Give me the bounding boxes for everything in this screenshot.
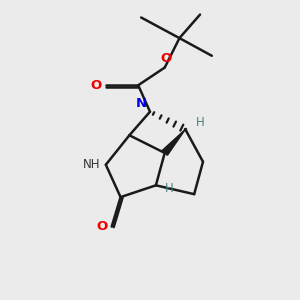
Text: NH: NH [82,158,100,171]
Text: N: N [136,97,147,110]
Text: O: O [96,220,107,233]
Text: H: H [165,182,173,195]
Text: O: O [160,52,172,64]
Polygon shape [162,129,185,155]
Text: O: O [90,79,101,92]
Text: H: H [196,116,204,128]
